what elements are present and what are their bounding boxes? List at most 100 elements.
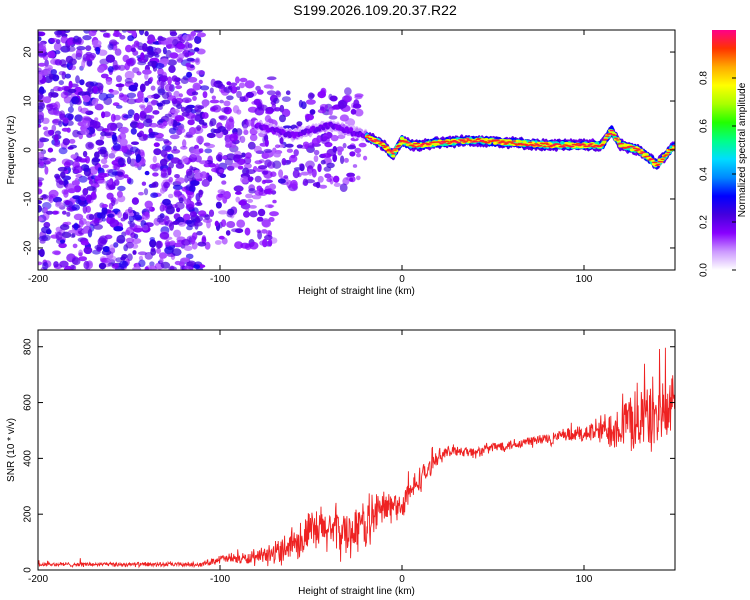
y-tick-label: 400 <box>23 450 34 467</box>
ridge-cell <box>542 146 547 148</box>
noise-blob <box>333 175 340 183</box>
noise-blob <box>182 34 189 41</box>
noise-blob <box>194 47 200 52</box>
noise-blob <box>226 124 231 132</box>
noise-blob <box>181 97 192 103</box>
noise-blob <box>329 175 334 185</box>
noise-blob <box>230 82 238 87</box>
noise-blob <box>81 115 92 124</box>
noise-blob <box>116 75 122 83</box>
ridge-cell <box>485 142 491 144</box>
ridge-cell <box>465 138 470 140</box>
noise-blob <box>193 221 203 227</box>
noise-blob <box>168 127 177 134</box>
noise-blob <box>155 240 162 249</box>
noise-blob <box>41 194 49 199</box>
noise-blob <box>167 76 172 85</box>
noise-blob <box>186 57 195 62</box>
noise-blob <box>135 153 141 163</box>
noise-blob <box>54 134 59 143</box>
noise-blob <box>39 248 45 258</box>
noise-blob <box>44 166 49 175</box>
noise-blob <box>83 246 93 255</box>
noise-blob <box>261 219 271 228</box>
noise-blob <box>53 261 59 268</box>
noise-blob <box>127 178 134 185</box>
noise-blob <box>147 60 157 67</box>
noise-blob <box>273 107 281 112</box>
noise-blob <box>70 154 77 160</box>
noise-blob <box>268 238 273 247</box>
noise-blob <box>38 92 44 101</box>
noise-blob <box>258 159 265 164</box>
noise-blob <box>116 190 123 198</box>
noise-blob <box>125 44 133 53</box>
noise-blob <box>62 117 69 124</box>
noise-blob <box>43 206 48 213</box>
noise-blob <box>59 110 66 119</box>
noise-blob <box>193 264 201 269</box>
noise-blob <box>155 137 165 142</box>
noise-blob <box>47 129 55 136</box>
noise-blob <box>211 95 216 100</box>
noise-blob <box>174 114 185 122</box>
noise-blob <box>67 88 77 94</box>
noise-blob <box>148 122 158 128</box>
ridge-cell <box>444 140 450 143</box>
ridge-cell <box>366 134 371 136</box>
noise-blob <box>173 189 181 198</box>
noise-blob <box>156 247 161 254</box>
noise-blob <box>225 230 231 236</box>
noise-blob <box>272 160 282 169</box>
noise-blob <box>99 30 107 33</box>
ridge-cell <box>612 134 617 136</box>
noise-blob <box>42 262 49 270</box>
noise-blob <box>140 151 146 159</box>
noise-blob <box>88 86 94 95</box>
noise-blob <box>94 103 104 111</box>
noise-blob <box>156 102 163 107</box>
noise-blob <box>85 205 92 213</box>
noise-blob <box>337 150 343 156</box>
noise-blob <box>358 142 367 148</box>
noise-blob <box>113 179 120 186</box>
noise-blob <box>285 90 291 95</box>
noise-blob <box>158 252 168 259</box>
noise-blob <box>163 139 170 144</box>
noise-blob <box>94 244 104 251</box>
noise-blob <box>104 234 113 240</box>
noise-blob <box>162 205 168 211</box>
noise-blob <box>61 231 72 238</box>
noise-blob <box>59 224 70 231</box>
noise-blob <box>240 176 250 184</box>
noise-blob <box>210 107 216 112</box>
noise-blob <box>150 192 159 198</box>
noise-blob <box>75 75 80 84</box>
noise-blob <box>167 117 174 127</box>
noise-blob <box>317 108 326 114</box>
noise-blob <box>204 148 213 154</box>
noise-blob <box>266 76 277 81</box>
noise-blob <box>182 139 187 148</box>
x-tick-label: -100 <box>210 574 230 585</box>
noise-blob <box>181 239 191 246</box>
noise-blob <box>67 106 74 113</box>
page-title: S199.2026.109.20.37.R22 <box>293 2 457 18</box>
noise-blob <box>128 84 138 92</box>
noise-blob <box>164 83 174 92</box>
noise-blob <box>51 110 60 115</box>
noise-blob <box>168 65 176 73</box>
noise-blob <box>122 114 133 119</box>
noise-blob <box>214 240 222 245</box>
noise-blob <box>176 58 184 63</box>
noise-blob <box>92 217 100 224</box>
ridge-cell <box>495 140 501 142</box>
ridge-cell <box>500 140 505 142</box>
ridge-cell <box>388 150 393 152</box>
noise-blob <box>143 188 149 196</box>
noise-blob <box>187 119 195 126</box>
ridge-cell <box>634 150 639 152</box>
noise-blob <box>106 192 114 200</box>
noise-blob <box>38 179 43 188</box>
noise-blob <box>107 262 115 267</box>
